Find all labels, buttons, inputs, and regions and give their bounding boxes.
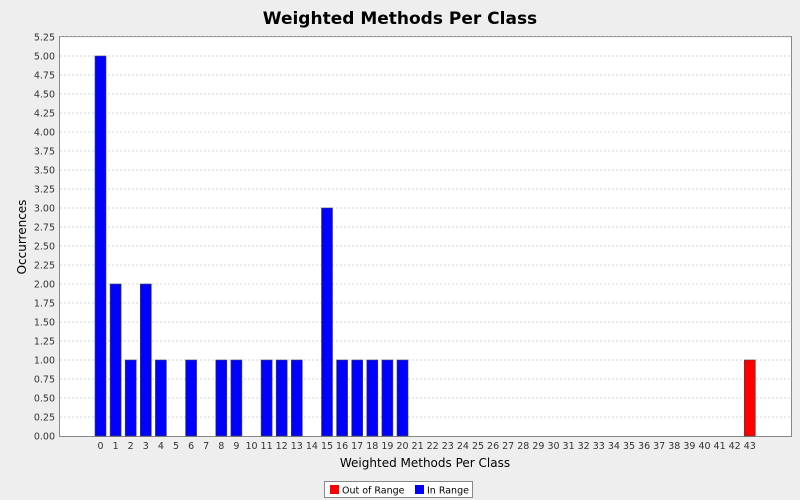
y-tick-label: 2.75 bbox=[34, 223, 55, 234]
x-tick-label: 32 bbox=[578, 441, 590, 452]
x-tick-label: 1 bbox=[113, 441, 119, 452]
bars bbox=[94, 55, 756, 437]
bar-in-range bbox=[109, 283, 122, 437]
x-tick-label: 31 bbox=[563, 441, 575, 452]
bar-in-range bbox=[215, 359, 228, 437]
chart-title: Weighted Methods Per Class bbox=[263, 9, 537, 29]
x-tick-label: 2 bbox=[128, 441, 134, 452]
x-tick-label: 25 bbox=[472, 441, 484, 452]
bar-in-range bbox=[366, 359, 379, 437]
bar-in-range bbox=[351, 359, 364, 437]
x-tick-label: 17 bbox=[351, 441, 363, 452]
x-tick-label: 8 bbox=[218, 441, 224, 452]
legend-label-out-of-range: Out of Range bbox=[342, 486, 405, 497]
plot-area bbox=[59, 36, 792, 437]
y-tick-label: 3.00 bbox=[34, 204, 55, 215]
y-tick-label: 0.50 bbox=[34, 394, 55, 405]
legend-swatch-in-range bbox=[415, 485, 424, 494]
y-axis-label: Occurrences bbox=[15, 200, 29, 275]
bar-in-range bbox=[275, 359, 288, 437]
x-tick-label: 40 bbox=[698, 441, 710, 452]
bar-in-range bbox=[124, 359, 137, 437]
y-tick-label: 1.25 bbox=[34, 337, 55, 348]
x-tick-label: 0 bbox=[97, 441, 103, 452]
y-tick-label: 3.25 bbox=[34, 185, 55, 196]
x-tick-label: 5 bbox=[173, 441, 179, 452]
x-tick-label: 14 bbox=[306, 441, 318, 452]
bar-in-range bbox=[155, 359, 167, 437]
x-tick-label: 16 bbox=[336, 441, 348, 452]
x-tick-label: 29 bbox=[532, 441, 544, 452]
y-tick-label: 2.00 bbox=[34, 280, 55, 291]
y-tick-label: 4.25 bbox=[34, 109, 55, 120]
y-tick-label: 3.75 bbox=[34, 147, 55, 158]
x-tick-label: 15 bbox=[321, 441, 333, 452]
x-tick-label: 21 bbox=[412, 441, 424, 452]
y-tick-label: 0.25 bbox=[34, 413, 55, 424]
x-tick-label: 39 bbox=[683, 441, 695, 452]
x-tick-label: 18 bbox=[366, 441, 378, 452]
x-tick-label: 19 bbox=[381, 441, 393, 452]
bar-in-range bbox=[260, 359, 273, 437]
x-tick-label: 38 bbox=[668, 441, 680, 452]
bar-in-range bbox=[381, 359, 394, 437]
bar-in-range bbox=[185, 359, 197, 437]
x-tick-label: 34 bbox=[608, 441, 620, 452]
bar-in-range bbox=[94, 55, 107, 437]
y-tick-label: 3.50 bbox=[34, 166, 55, 177]
legend-label-in-range: In Range bbox=[427, 486, 469, 497]
bar-in-range bbox=[396, 359, 409, 437]
x-tick-label: 9 bbox=[233, 441, 239, 452]
x-tick-label: 23 bbox=[442, 441, 454, 452]
x-tick-label: 7 bbox=[203, 441, 209, 452]
x-tick-label: 4 bbox=[158, 441, 164, 452]
y-tick-label: 1.00 bbox=[34, 356, 55, 367]
x-tick-label: 13 bbox=[291, 441, 303, 452]
y-tick-label: 4.50 bbox=[34, 90, 55, 101]
x-tick-label: 37 bbox=[653, 441, 665, 452]
legend: Out of Range In Range bbox=[324, 481, 473, 498]
x-tick-label: 27 bbox=[502, 441, 514, 452]
x-tick-label: 30 bbox=[547, 441, 559, 452]
y-tick-label: 4.75 bbox=[34, 71, 55, 82]
y-axis-ticks: 0.00 0.25 0.50 0.75 1.00 1.25 1.50 1.75 2.00 2.25… bbox=[34, 33, 55, 443]
bar-in-range bbox=[140, 283, 152, 437]
x-tick-label: 11 bbox=[261, 441, 273, 452]
x-tick-label: 12 bbox=[276, 441, 288, 452]
grid-lines bbox=[60, 36, 791, 418]
bar-in-range bbox=[230, 359, 243, 437]
x-axis-label: Weighted Methods Per Class bbox=[340, 456, 510, 470]
x-tick-label: 33 bbox=[593, 441, 605, 452]
y-tick-label: 0.75 bbox=[34, 375, 55, 386]
x-tick-label: 35 bbox=[623, 441, 635, 452]
x-tick-label: 28 bbox=[517, 441, 529, 452]
y-tick-label: 5.00 bbox=[34, 52, 55, 63]
x-tick-label: 10 bbox=[245, 441, 257, 452]
y-tick-label: 2.50 bbox=[34, 242, 55, 253]
bar-in-range bbox=[336, 359, 348, 437]
x-axis-ticks: 0 1 2 3 4 5 6 7 8 9 10 11 12 13 14 15 16 17 18 19 20 21 22 23 24… bbox=[97, 441, 755, 452]
y-tick-label: 0.00 bbox=[34, 432, 55, 443]
x-tick-label: 22 bbox=[427, 441, 439, 452]
bar-out-of-range bbox=[743, 359, 756, 437]
bar-in-range bbox=[290, 359, 303, 437]
x-tick-label: 3 bbox=[143, 441, 149, 452]
y-tick-label: 1.50 bbox=[34, 318, 55, 329]
x-tick-label: 42 bbox=[729, 441, 741, 452]
y-tick-label: 4.00 bbox=[34, 128, 55, 139]
x-tick-label: 20 bbox=[396, 441, 408, 452]
y-tick-label: 1.75 bbox=[34, 299, 55, 310]
x-tick-label: 41 bbox=[714, 441, 726, 452]
y-tick-label: 2.25 bbox=[34, 261, 55, 272]
x-tick-label: 36 bbox=[638, 441, 650, 452]
legend-swatch-out-of-range bbox=[330, 485, 339, 494]
x-tick-label: 24 bbox=[457, 441, 469, 452]
bar-in-range bbox=[321, 207, 333, 437]
x-tick-label: 26 bbox=[487, 441, 499, 452]
y-tick-label: 5.25 bbox=[34, 33, 55, 44]
x-tick-label: 6 bbox=[188, 441, 194, 452]
legend-box bbox=[324, 481, 473, 498]
x-tick-label: 43 bbox=[744, 441, 756, 452]
